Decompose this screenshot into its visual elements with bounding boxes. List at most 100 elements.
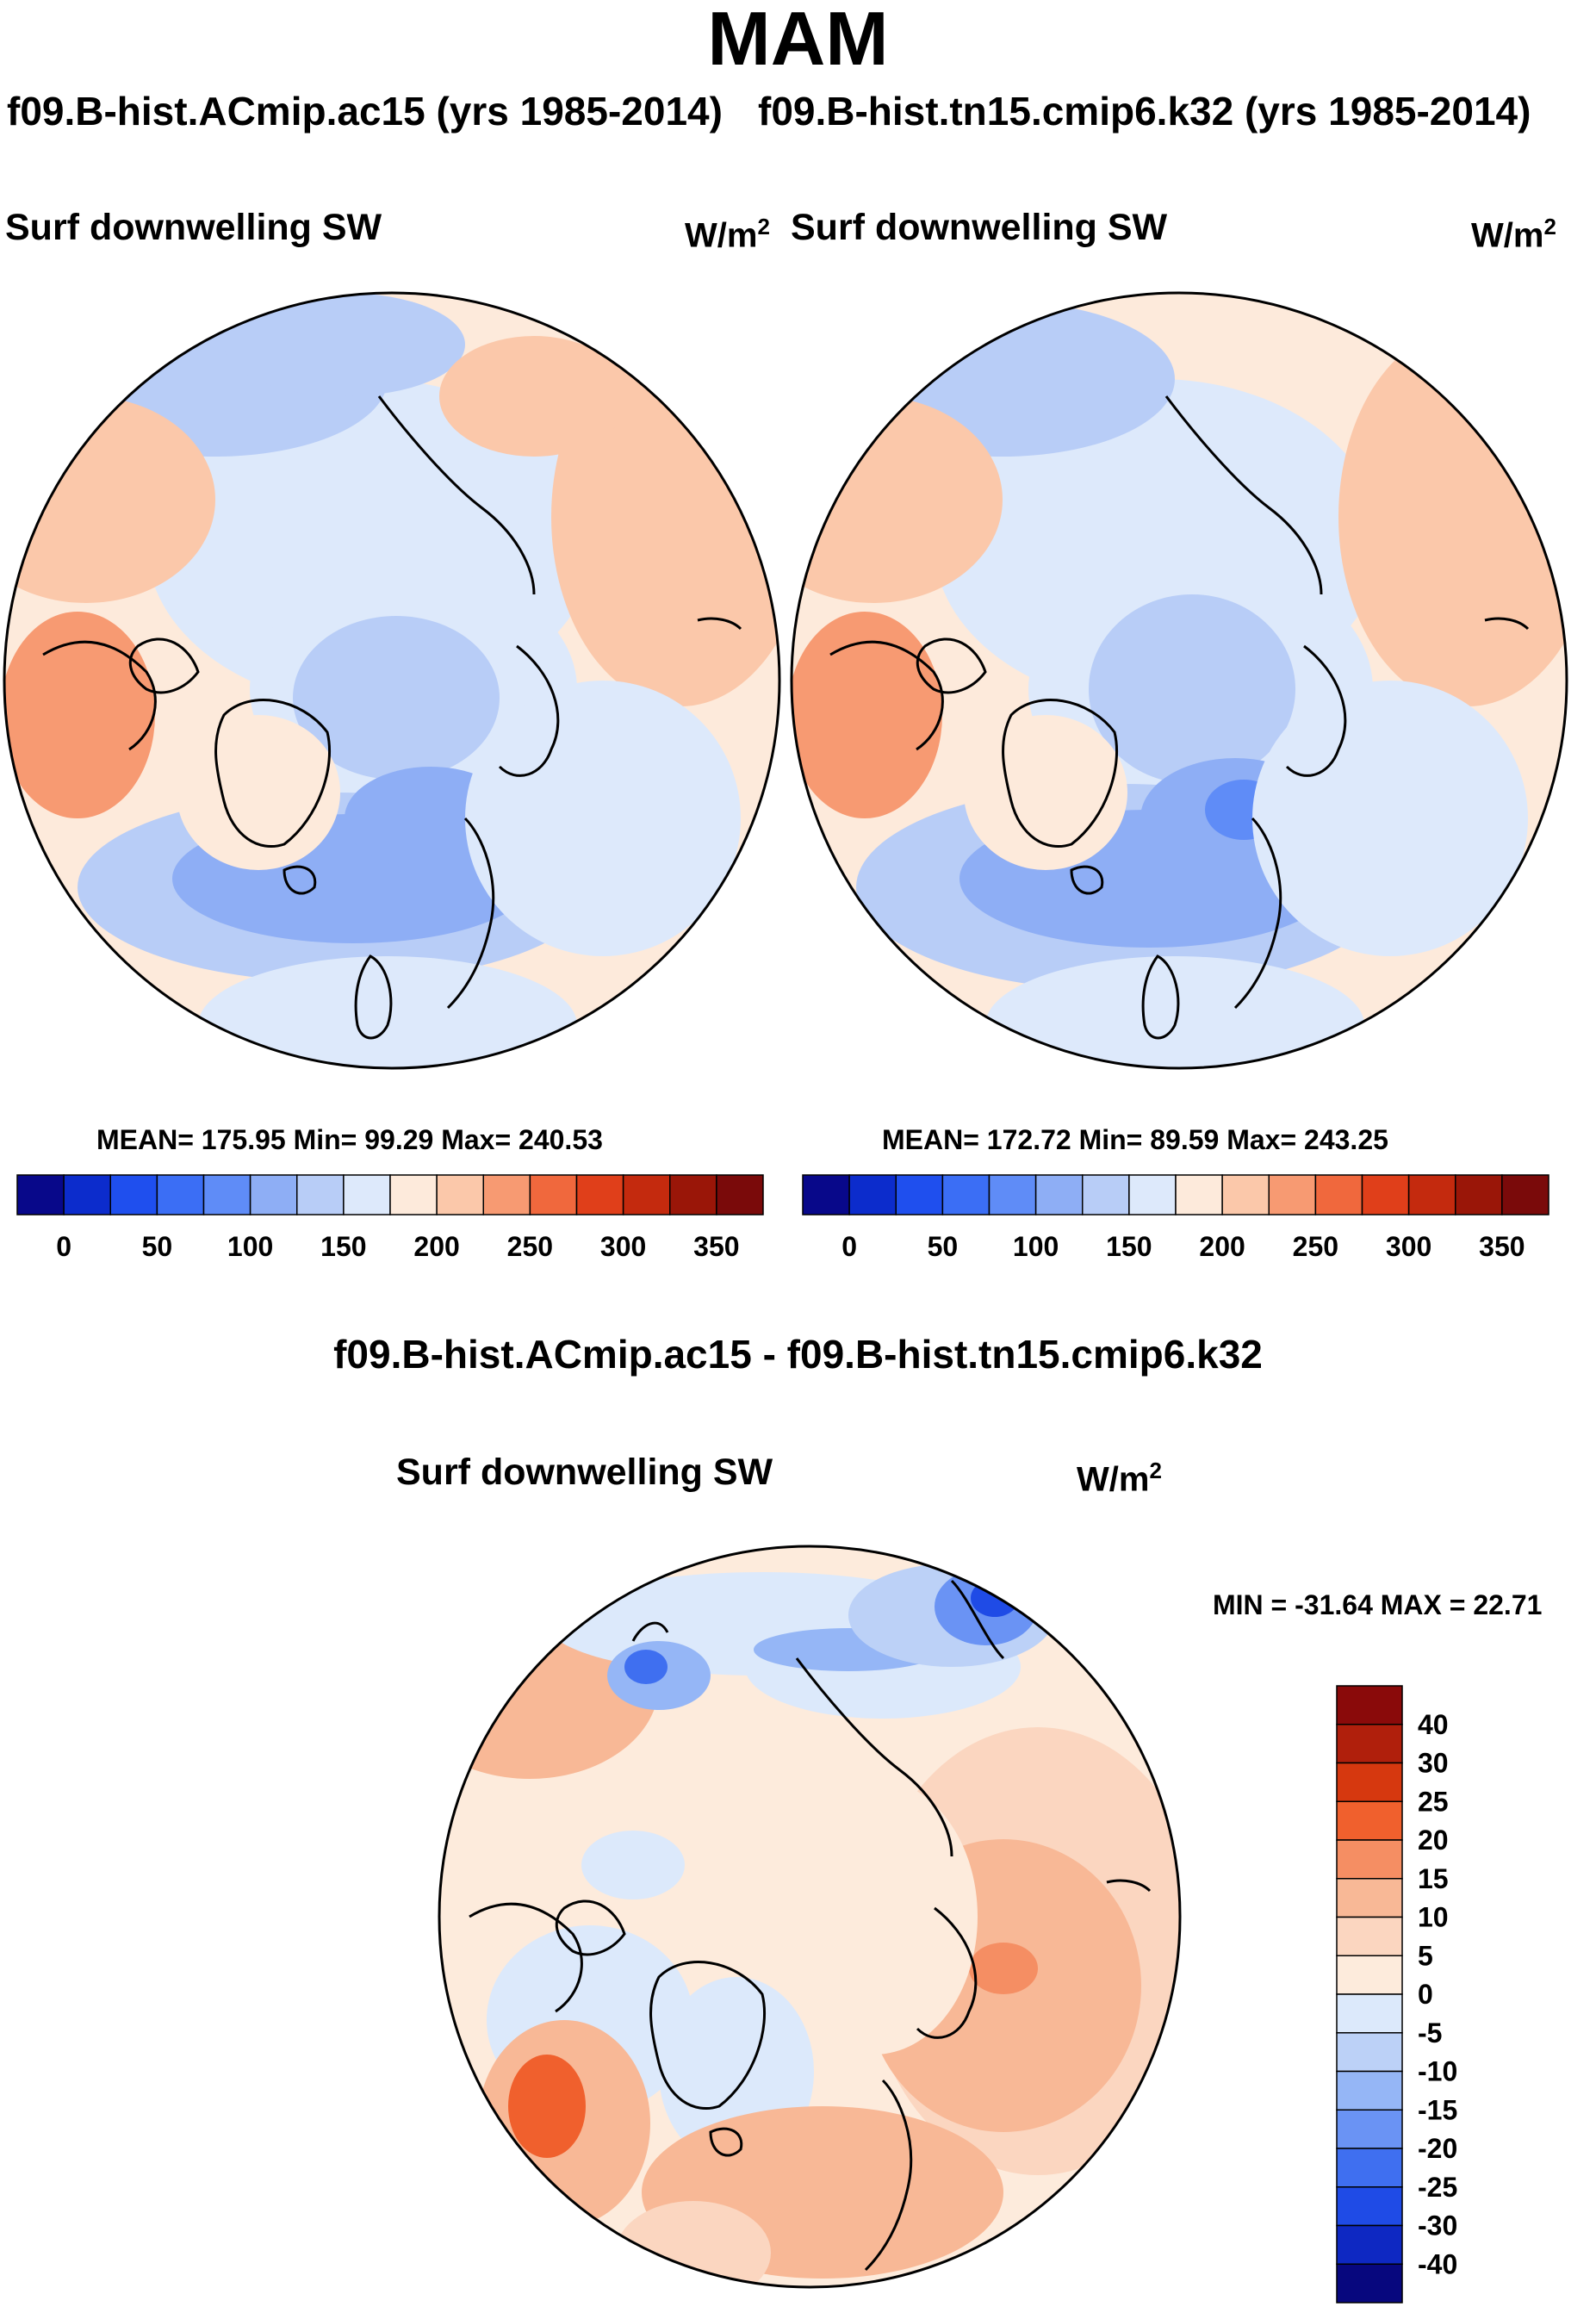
- colorbar-box: [716, 1174, 764, 1215]
- colorbar-tick-label: 50: [928, 1231, 959, 1262]
- colorbar-tick-label: -40: [1418, 2248, 1457, 2279]
- colorbar-box: [1336, 2224, 1403, 2265]
- colorbar-tick-label: 15: [1418, 1863, 1449, 1894]
- colorbar-box: [1336, 2148, 1403, 2188]
- diff-minmax: MIN = -31.64 MAX = 22.71: [1213, 1589, 1543, 1620]
- colorbar-tick-label: 0: [1418, 1979, 1433, 2010]
- colorbar-box: [669, 1174, 717, 1215]
- diff-map-border: [438, 1545, 1182, 2289]
- colorbar-box: [1336, 1685, 1403, 1725]
- colorbar-tick-label: -15: [1418, 2094, 1457, 2125]
- diff-colorbar: 40 30 25 20 15 10 5 0 -5 -10 -15 -20 -25 -30 -40: [1336, 1685, 1457, 2303]
- panel2-map-border: [790, 291, 1568, 1070]
- colorbar-box: [1407, 1174, 1456, 1215]
- colorbar-box: [802, 1174, 850, 1215]
- colorbar-box: [109, 1174, 158, 1215]
- colorbar-tick-label: 5: [1418, 1940, 1433, 1971]
- panel2-colorbar: 0 50 100 150 200 250 300 350: [802, 1174, 1549, 1262]
- panel1-field: [4, 293, 779, 1068]
- panel1-units-sup: 2: [757, 214, 770, 239]
- panel1-coastlines: [42, 395, 742, 1040]
- colorbar-box: [296, 1174, 345, 1215]
- colorbar-box: [1336, 2186, 1403, 2227]
- colorbar-box: [1336, 1993, 1403, 2034]
- panel1-stats: MEAN= 175.95 Min= 99.29 Max= 240.53: [96, 1124, 603, 1155]
- panel1-map-border: [3, 291, 781, 1070]
- colorbar-box: [1336, 2263, 1403, 2303]
- diff-units: W/m2: [1077, 1458, 1162, 1499]
- panel2-units: W/m2: [1471, 214, 1556, 255]
- panel2-case-title: f09.B-hist.tn15.cmip6.k32 (yrs 1985-2014…: [758, 89, 1531, 134]
- colorbar-box: [1455, 1174, 1503, 1215]
- panel2-field: [792, 293, 1567, 1068]
- colorbar-box: [1128, 1174, 1177, 1215]
- colorbar-box: [1336, 1878, 1403, 1918]
- colorbar-box: [575, 1174, 624, 1215]
- diff-coastlines: [469, 1579, 1152, 2272]
- figure-title: MAM: [707, 0, 889, 81]
- colorbar-box: [848, 1174, 897, 1215]
- colorbar-box: [988, 1174, 1037, 1215]
- colorbar-box: [1336, 1800, 1403, 1841]
- diff-title: f09.B-hist.ACmip.ac15 - f09.B-hist.tn15.…: [333, 1332, 1263, 1377]
- panel1-units-base: W/m: [685, 216, 758, 255]
- colorbar-tick-label: 0: [56, 1231, 71, 1262]
- colorbar-tick-label: 150: [1106, 1231, 1152, 1262]
- diff-variable-label: Surf downwelling SW: [396, 1452, 773, 1493]
- diff-map: [438, 1545, 1182, 2289]
- colorbar-box: [1034, 1174, 1084, 1215]
- panel2-variable-label: Surf downwelling SW: [791, 207, 1168, 248]
- colorbar-tick-label: -10: [1418, 2056, 1457, 2087]
- colorbar-box: [1314, 1174, 1363, 1215]
- colorbar-tick-label: 25: [1418, 1786, 1449, 1817]
- colorbar-box: [436, 1174, 484, 1215]
- colorbar-tick-label: -20: [1418, 2133, 1457, 2164]
- colorbar-tick-label: 200: [1199, 1231, 1245, 1262]
- colorbar-tick-label: 300: [600, 1231, 646, 1262]
- colorbar-tick-label: 0: [841, 1231, 857, 1262]
- colorbar-box: [1336, 2032, 1403, 2073]
- colorbar-box: [1361, 1174, 1410, 1215]
- colorbar-tick-label: 200: [413, 1231, 459, 1262]
- colorbar-tick-label: -25: [1418, 2172, 1457, 2203]
- colorbar-box: [1268, 1174, 1317, 1215]
- colorbar-box: [1501, 1174, 1549, 1215]
- colorbar-tick-label: 10: [1418, 1902, 1449, 1933]
- colorbar-box: [622, 1174, 671, 1215]
- diff-units-sup: 2: [1149, 1458, 1162, 1483]
- colorbar-tick-label: 250: [1293, 1231, 1338, 1262]
- colorbar-box: [16, 1174, 65, 1215]
- colorbar-tick-label: 50: [142, 1231, 173, 1262]
- colorbar-tick-label: -5: [1418, 2017, 1442, 2049]
- colorbar-box: [529, 1174, 578, 1215]
- colorbar-tick-label: 350: [693, 1231, 739, 1262]
- panel2-map: [790, 291, 1568, 1070]
- colorbar-box: [1336, 1762, 1403, 1802]
- panel2-units-base: W/m: [1471, 216, 1544, 255]
- colorbar-box: [156, 1174, 205, 1215]
- colorbar-box: [63, 1174, 111, 1215]
- colorbar-box: [343, 1174, 391, 1215]
- panel1-units: W/m2: [685, 214, 770, 255]
- colorbar-box: [941, 1174, 991, 1215]
- colorbar-tick-label: -30: [1418, 2210, 1457, 2241]
- colorbar-box: [1336, 1955, 1403, 1995]
- colorbar-box: [482, 1174, 531, 1215]
- colorbar-tick-label: 100: [227, 1231, 273, 1262]
- colorbar-tick-label: 40: [1418, 1709, 1449, 1740]
- panel1-colorbar: 0 50 100 150 200 250 300 350: [16, 1174, 764, 1262]
- panel1-map: [3, 291, 781, 1070]
- colorbar-box: [895, 1174, 944, 1215]
- panel2-units-sup: 2: [1543, 214, 1556, 239]
- colorbar-box: [1336, 1916, 1403, 1956]
- panel2-coastlines: [829, 395, 1530, 1040]
- colorbar-box: [1082, 1174, 1130, 1215]
- colorbar-box: [202, 1174, 252, 1215]
- diff-field: [439, 1546, 1180, 2287]
- diff-units-base: W/m: [1077, 1460, 1150, 1499]
- colorbar-box: [1175, 1174, 1223, 1215]
- panel1-case-title: f09.B-hist.ACmip.ac15 (yrs 1985-2014): [7, 89, 723, 134]
- colorbar-tick-label: 30: [1418, 1748, 1449, 1779]
- colorbar-tick-label: 250: [507, 1231, 553, 1262]
- panel1-variable-label: Surf downwelling SW: [5, 207, 382, 248]
